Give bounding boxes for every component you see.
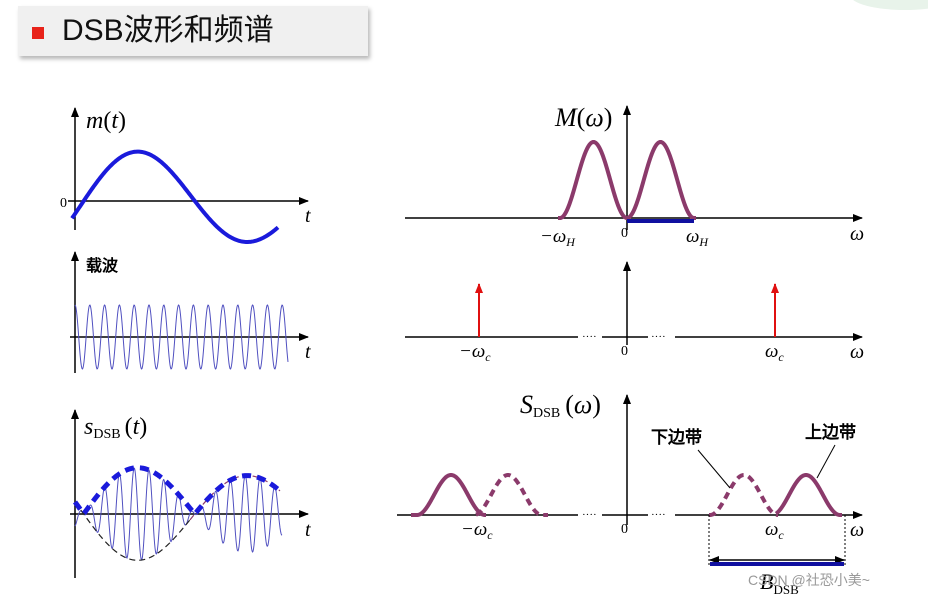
upper-sideband-curve (774, 472, 842, 517)
dsb-pos-omega-c-label: ωc (765, 519, 784, 542)
dsb-w-x-label: ω (850, 519, 864, 541)
carrier-w-zero-label: 0 (621, 344, 628, 359)
corner-decoration (850, 0, 928, 10)
pos-omega-h-label: ωH (686, 226, 709, 249)
dsb-w-dots-right: ···· (651, 509, 666, 521)
message-spectrum-panel: M(ω) −ωH 0 ωH ω (405, 103, 864, 249)
carrier-x-label: t (305, 341, 311, 363)
dsb-w-zero-label: 0 (621, 522, 628, 537)
message-signal-curve (70, 149, 280, 244)
upper-sideband-pointer (816, 444, 836, 479)
dsb-t-y-label: sDSB (t) (84, 414, 147, 442)
lower-sideband-curve (709, 472, 779, 517)
m-t-y-label: m(t) (86, 108, 126, 134)
title-bullet-icon (32, 27, 44, 39)
S-w-y-label: SDSB (ω) (520, 390, 601, 421)
message-spectrum-curve (558, 139, 696, 221)
dsb-negative-envelope-tail (189, 475, 281, 521)
m-t-x-label: t (305, 205, 311, 227)
carrier-signal-curve (74, 304, 289, 370)
carrier-w-dots-right: ···· (651, 331, 666, 343)
M-w-zero-label: 0 (621, 226, 628, 241)
lower-sideband-pointer (697, 449, 731, 489)
m-t-zero-label: 0 (60, 196, 67, 211)
carrier-y-label: 载波 (86, 256, 119, 275)
dsb-positive-envelope (72, 465, 282, 518)
neg-omega-c-label: −ωc (459, 341, 491, 364)
message-waveform-panel: 0 t m(t) (60, 107, 311, 244)
neg-omega-h-label: −ωH (540, 226, 576, 249)
lower-sideband-label: 下边带 (651, 427, 702, 447)
carrier-w-x-label: ω (850, 341, 864, 363)
dsb-neg-omega-c-label: −ωc (461, 519, 493, 542)
page-title: DSB波形和频谱 (62, 14, 274, 47)
pos-omega-c-label: ωc (765, 341, 784, 364)
dsb-t-x-label: t (305, 519, 311, 541)
dsb-waveform-panel: sDSB (t) t (70, 409, 311, 578)
negative-lower-sideband-curve (475, 472, 548, 517)
dsb-w-dots-left: ···· (582, 509, 597, 521)
carrier-waveform-panel: 载波 t (70, 251, 311, 373)
negative-upper-sideband-curve (411, 472, 486, 517)
dsb-spectrum-panel: ···· ···· SDSB (ω) 下边带 上边带 −ωc 0 ωc ω BDS… (397, 390, 864, 597)
watermark: CSDN @社恐小美~ (748, 572, 870, 588)
bandwidth-label: BDSB (760, 569, 799, 597)
carrier-spectrum-panel: ···· ···· −ωc 0 ωc ω (405, 261, 864, 364)
M-w-x-label: ω (850, 223, 864, 245)
carrier-w-dots-left: ···· (582, 331, 597, 343)
title-banner: DSB波形和频谱 (18, 6, 368, 56)
dsb-negative-envelope (74, 501, 191, 561)
M-w-y-label: M(ω) (554, 103, 612, 132)
upper-sideband-label: 上边带 (805, 422, 856, 442)
